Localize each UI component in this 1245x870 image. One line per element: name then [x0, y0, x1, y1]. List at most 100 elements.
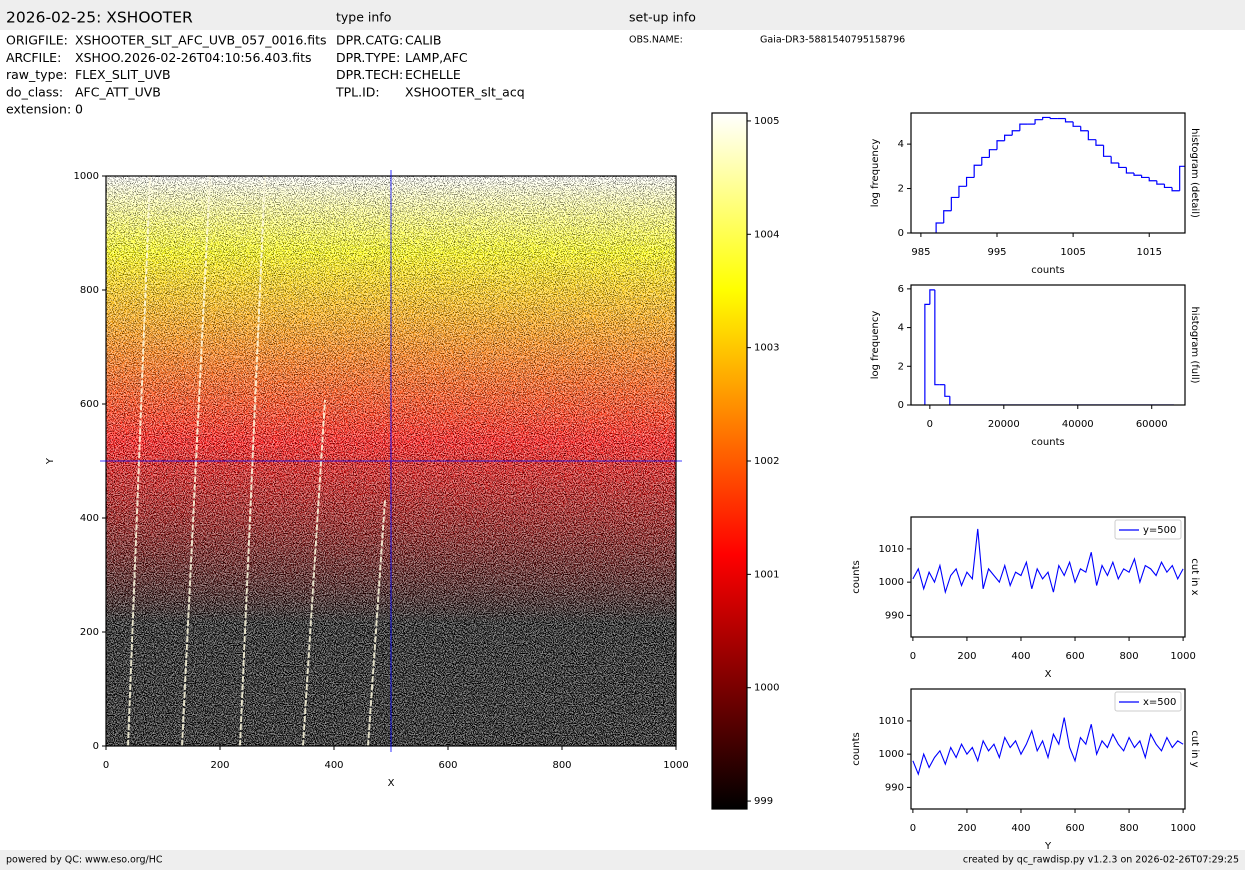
- y-tick-label: 0: [898, 400, 904, 411]
- side-title: histogram (full): [1189, 306, 1200, 383]
- x-tick-label: 600: [438, 760, 457, 771]
- colorbar-tick-label: 1001: [754, 569, 779, 580]
- y-tick-label: 990: [885, 782, 904, 793]
- histogram-bin: [1125, 167, 1135, 174]
- histogram-bin: [958, 185, 967, 198]
- histogram-bin: [924, 303, 930, 405]
- page-title: 2026-02-25: XSHOOTER: [6, 9, 193, 27]
- field-value: 0: [75, 102, 83, 117]
- histogram-bin: [981, 156, 990, 166]
- legend-label: x=500: [1143, 697, 1176, 708]
- histogram-bin: [1080, 126, 1089, 132]
- x-axis-label: counts: [1031, 437, 1064, 448]
- histogram-bin: [929, 289, 935, 305]
- x-tick-label: 400: [1011, 823, 1030, 834]
- series-group: [912, 528, 1184, 595]
- legend-label: y=500: [1143, 525, 1176, 536]
- y-tick-label: 6: [898, 284, 904, 295]
- x-tick-label: 40000: [1062, 419, 1094, 430]
- histogram-bin: [1019, 123, 1028, 131]
- colorbar: [711, 112, 748, 810]
- histogram-bin: [1179, 165, 1185, 191]
- colorbar-tick-label: 1002: [754, 456, 779, 467]
- y-tick-label: 0: [898, 228, 904, 239]
- y-axis-label: counts: [851, 560, 862, 593]
- colorbar-tick-label: 1004: [754, 229, 779, 240]
- field-key: extension:: [6, 102, 71, 117]
- field-key: raw_type:: [6, 67, 67, 82]
- histogram-bin: [1049, 117, 1058, 120]
- histogram-bin: [944, 384, 950, 397]
- x-axis-label: Y: [1044, 841, 1052, 852]
- histogram-bin: [996, 140, 1005, 150]
- colorbar-tick-label: 999: [754, 796, 773, 807]
- histogram-bin: [1110, 156, 1119, 164]
- field-key: ARCFILE:: [6, 50, 61, 65]
- histogram-bin: [1141, 175, 1150, 179]
- field-key: do_class:: [6, 84, 63, 99]
- x-tick-label: 985: [911, 247, 930, 258]
- x-tick-label: 600: [1065, 823, 1084, 834]
- x-axis-label: X: [388, 778, 395, 789]
- legend-box: [1114, 519, 1182, 540]
- x-tick-label: 400: [1011, 651, 1030, 662]
- field-value: FLEX_SLIT_UVB: [75, 67, 171, 82]
- y-axis-label: Y: [45, 457, 56, 465]
- header-band: [0, 0, 1245, 30]
- histogram-bin: [1163, 184, 1173, 189]
- histogram-bin: [949, 396, 1174, 405]
- field-value: ECHELLE: [405, 67, 461, 82]
- histogram-bin: [1011, 130, 1020, 136]
- field-key: DPR.CATG:: [336, 33, 403, 48]
- field-key: DPR.TYPE:: [336, 50, 400, 65]
- x-tick-label: 0: [910, 651, 916, 662]
- histogram-bin: [1034, 119, 1043, 125]
- x-tick-label: 800: [1120, 823, 1139, 834]
- histogram-bin: [935, 222, 944, 233]
- field-key: OBS.NAME:: [629, 35, 683, 46]
- footer-text: created by qc_rawdisp.py v1.2.3 on 2026-…: [963, 855, 1239, 866]
- field-value: LAMP,AFC: [405, 50, 468, 65]
- legend-box: [1114, 691, 1182, 712]
- section-title: type info: [336, 10, 391, 25]
- field-key: ORIGFILE:: [6, 33, 68, 48]
- histogram-bin: [1042, 116, 1051, 120]
- x-tick-label: 800: [1120, 651, 1139, 662]
- histogram-bin: [1118, 163, 1127, 169]
- histogram-steps: [935, 116, 1185, 233]
- axes-frame: [910, 112, 1186, 234]
- y-axis-label: counts: [851, 732, 862, 765]
- x-tick-label: 0: [927, 419, 933, 430]
- histogram-bin: [1102, 145, 1112, 157]
- y-tick-label: 1000: [879, 749, 904, 760]
- x-tick-label: 20000: [988, 419, 1020, 430]
- y-tick-label: 1000: [879, 577, 904, 588]
- x-tick-label: 0: [910, 823, 916, 834]
- colorbar-tick-label: 1000: [754, 683, 779, 694]
- histogram-bin: [1095, 139, 1104, 146]
- field-value: XSHOOTER_slt_acq: [405, 84, 525, 99]
- histogram-bin: [988, 149, 998, 158]
- y-tick-label: 2: [898, 184, 904, 195]
- histogram-bin: [1087, 130, 1096, 141]
- x-tick-label: 1000: [663, 760, 688, 771]
- x-tick-label: 200: [957, 651, 976, 662]
- histogram-bin: [934, 289, 940, 386]
- x-tick-label: 60000: [1136, 419, 1168, 430]
- image-streak: [367, 499, 386, 747]
- y-tick-label: 1010: [879, 716, 904, 727]
- x-axis-label: counts: [1031, 265, 1064, 276]
- histogram-bin: [1133, 173, 1142, 176]
- x-tick-label: 1005: [1060, 247, 1085, 258]
- y-tick-label: 1000: [74, 171, 99, 182]
- footer-text: powered by QC: www.eso.org/HC: [6, 855, 163, 866]
- x-axis-label: X: [1045, 669, 1052, 680]
- field-value: XSHOOTER_SLT_AFC_UVB_057_0016.fits: [75, 33, 327, 48]
- y-tick-label: 990: [885, 610, 904, 621]
- axes-frame: [910, 284, 1186, 406]
- y-tick-label: 4: [898, 139, 904, 150]
- y-tick-label: 0: [93, 741, 99, 752]
- x-tick-label: 800: [552, 760, 571, 771]
- y-axis-label: log frequency: [870, 139, 881, 208]
- field-value: AFC_ATT_UVB: [75, 84, 161, 99]
